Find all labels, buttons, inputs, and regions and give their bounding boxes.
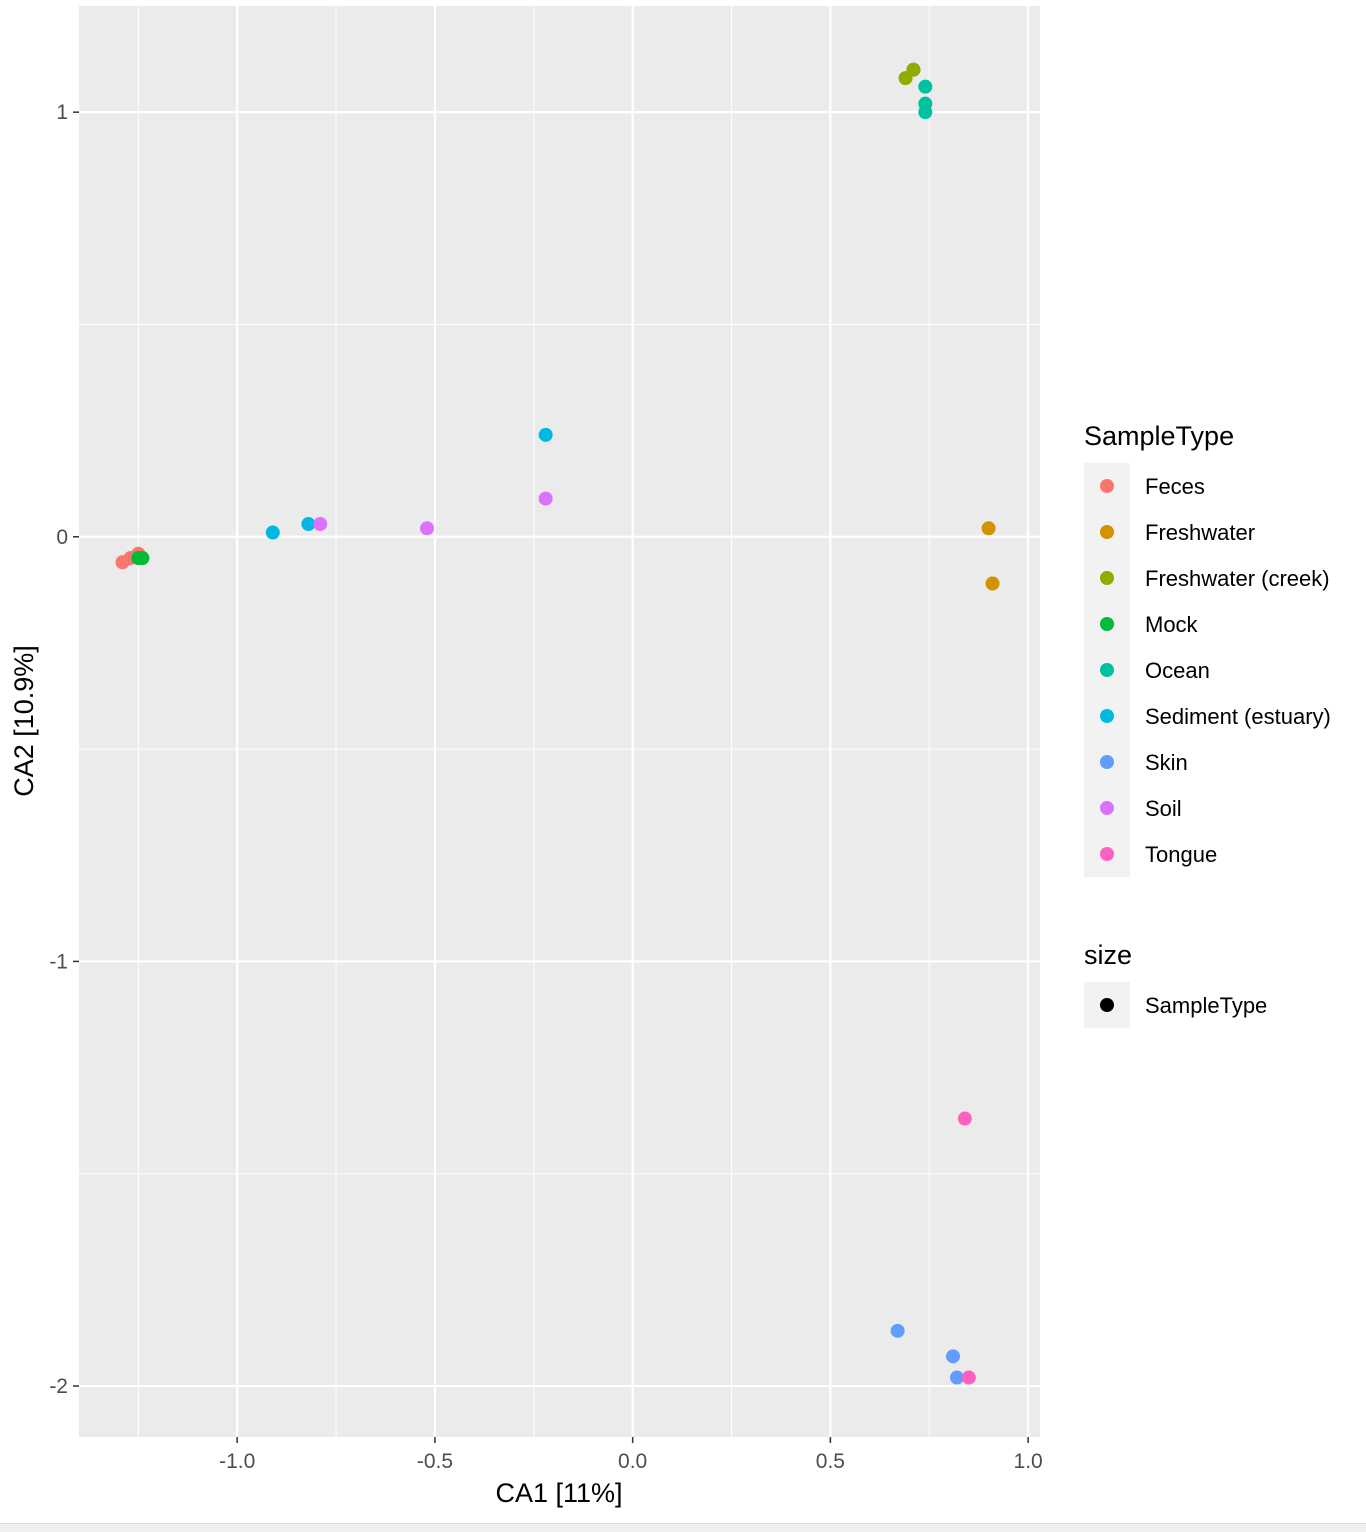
legend-label: SampleType (1145, 993, 1267, 1018)
legend-key (1100, 998, 1114, 1012)
legend-key (1100, 571, 1114, 585)
data-point (918, 105, 933, 120)
legend-label: Sediment (estuary) (1145, 704, 1331, 729)
data-point (538, 491, 553, 506)
legend-title: SampleType (1084, 421, 1234, 451)
x-axis-title: CA1 [11%] (495, 1478, 622, 1508)
data-point (961, 1370, 976, 1385)
data-point (135, 551, 150, 566)
y-tick-label: 1 (56, 101, 68, 124)
x-tick-label: 1.0 (1014, 1450, 1043, 1473)
x-tick-label: 0.0 (618, 1450, 647, 1473)
legend-key (1100, 617, 1114, 631)
y-axis: 1 0 -1 -2 (49, 101, 79, 1398)
x-tick-label: -0.5 (417, 1450, 453, 1473)
legend-key (1100, 525, 1114, 539)
x-axis: -1.0 -0.5 0.0 0.5 1.0 (219, 1437, 1043, 1473)
y-tick-label: -2 (49, 1375, 68, 1398)
legend-label: Skin (1145, 750, 1188, 775)
data-point (949, 1370, 964, 1385)
data-point (265, 525, 280, 540)
legend-key (1100, 755, 1114, 769)
legend-key (1100, 847, 1114, 861)
y-tick-label: -1 (49, 950, 68, 973)
legend-key (1100, 479, 1114, 493)
window-bottom-edge (0, 1523, 1366, 1532)
minor-gridlines (79, 6, 1040, 1437)
x-tick-label: -1.0 (219, 1450, 255, 1473)
data-point (957, 1111, 972, 1126)
legend-title: size (1084, 940, 1132, 970)
data-point (420, 521, 435, 536)
data-point (301, 517, 316, 532)
y-axis-title: CA2 [10.9%] (9, 645, 39, 797)
x-tick-label: 0.5 (816, 1450, 845, 1473)
legend-label: Mock (1145, 612, 1199, 637)
data-points (115, 62, 1000, 1385)
data-point (918, 79, 933, 94)
data-point (906, 62, 921, 77)
data-point (890, 1323, 905, 1338)
data-point (313, 517, 328, 532)
legend-label: Feces (1145, 474, 1205, 499)
legend-label: Tongue (1145, 842, 1217, 867)
major-gridlines (79, 6, 1040, 1437)
legend-label: Freshwater (creek) (1145, 566, 1330, 591)
data-point (538, 427, 553, 442)
legend-area: SampleType Feces Freshwater Freshwater (cre… (1084, 421, 1331, 1028)
y-tick-label: 0 (56, 526, 68, 549)
data-point (945, 1349, 960, 1364)
legend-key (1100, 709, 1114, 723)
data-point (981, 521, 996, 536)
legend-label: Soil (1145, 796, 1182, 821)
legend-key (1100, 663, 1114, 677)
data-point (985, 576, 1000, 591)
legend-key (1100, 801, 1114, 815)
legend-label: Freshwater (1145, 520, 1255, 545)
plot-panel-background (79, 6, 1040, 1437)
legend-label: Ocean (1145, 658, 1210, 683)
